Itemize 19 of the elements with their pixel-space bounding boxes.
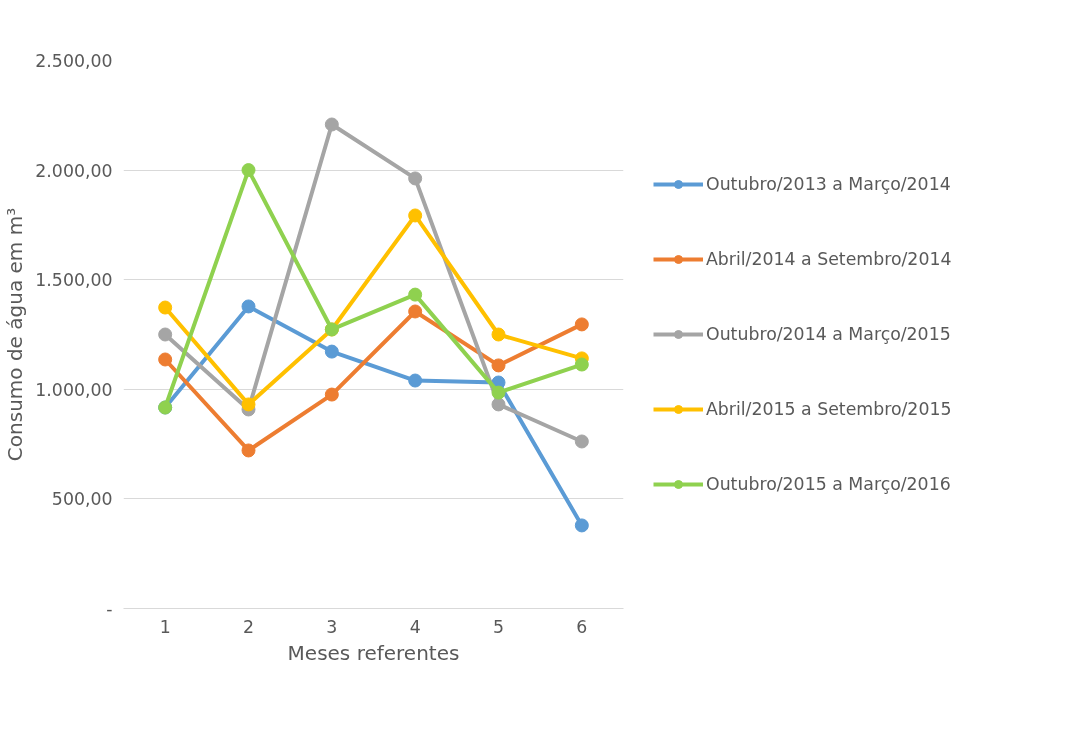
- y-tick-label: 2.000,00: [35, 160, 113, 181]
- y-tick-label: 2.500,00: [35, 51, 113, 71]
- x-tick-label: 6: [576, 616, 588, 637]
- legend-label: Outubro/2014 a Março/2015: [706, 324, 951, 344]
- y-tick-label: -: [106, 599, 113, 619]
- legend-label: Outubro/2015 a Março/2016: [706, 474, 951, 494]
- y-tick-label: 500,00: [51, 489, 113, 510]
- y-tick-label: 1.500,00: [35, 270, 113, 291]
- x-tick-label: 4: [409, 616, 421, 637]
- x-tick-label: 3: [326, 616, 338, 637]
- x-axis-title: Meses referentes: [287, 640, 460, 665]
- y-axis-title: Consumo de água em m³: [3, 207, 28, 462]
- legend-label: Abril/2015 a Setembro/2015: [706, 399, 952, 419]
- x-tick-label: 5: [492, 616, 505, 637]
- x-tick-label: 1: [159, 616, 171, 637]
- x-tick-label: 2: [242, 616, 255, 637]
- legend-label: Outubro/2013 a Março/2014: [706, 174, 951, 194]
- legend-label: Abril/2014 a Setembro/2014: [706, 249, 952, 269]
- y-tick-label: 1.000,00: [35, 379, 113, 400]
